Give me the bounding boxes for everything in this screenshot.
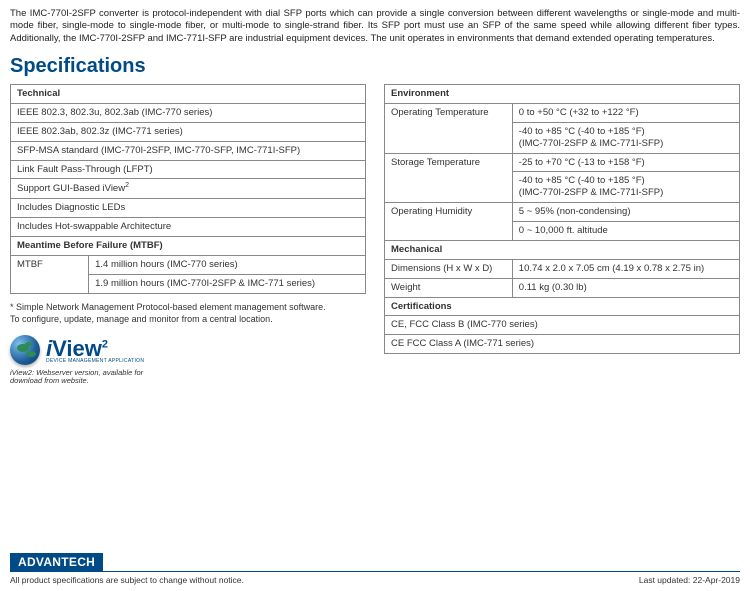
certifications-header: Certifications <box>385 297 740 316</box>
tech-row: Support GUI-Based iView2 <box>11 179 366 199</box>
weight-label: Weight <box>385 278 513 297</box>
right-column: Environment Operating Temperature 0 to +… <box>384 84 740 386</box>
weight-value: 0.11 kg (0.30 lb) <box>512 278 739 297</box>
st-temp-label: Storage Temperature <box>385 153 513 203</box>
mechanical-header: Mechanical <box>385 240 740 259</box>
environment-header: Environment <box>385 85 740 104</box>
mtbf-label: MTBF <box>11 256 89 294</box>
st-temp-value: -40 to +85 °C (-40 to +185 °F) (IMC-770I… <box>512 172 739 203</box>
op-temp-label: Operating Temperature <box>385 103 513 153</box>
tech-row: Includes Diagnostic LEDs <box>11 199 366 218</box>
footnote-line: To configure, update, manage and monitor… <box>10 314 366 326</box>
page-footer: ADVANTECH All product specifications are… <box>10 553 740 585</box>
iview-logo-block: iView2 DEVICE MANAGEMENT APPLICATION <box>10 335 366 365</box>
op-hum-label: Operating Humidity <box>385 203 513 241</box>
environment-table: Environment Operating Temperature 0 to +… <box>384 84 740 354</box>
tech-row: Includes Hot-swappable Architecture <box>11 218 366 237</box>
dimensions-label: Dimensions (H x W x D) <box>385 259 513 278</box>
intro-paragraph: The IMC-770I-2SFP converter is protocol-… <box>10 8 740 45</box>
tech-row: IEEE 802.3, 802.3u, 802.3ab (IMC-770 ser… <box>11 103 366 122</box>
technical-table: Technical IEEE 802.3, 802.3u, 802.3ab (I… <box>10 84 366 294</box>
footer-disclaimer: All product specifications are subject t… <box>10 575 244 585</box>
mtbf-row: 1.9 million hours (IMC-770I-2SFP & IMC-7… <box>89 274 366 293</box>
op-temp-value: 0 to +50 °C (+32 to +122 °F) <box>512 103 739 122</box>
left-column: Technical IEEE 802.3, 802.3u, 802.3ab (I… <box>10 84 366 386</box>
tech-row: IEEE 802.3ab, 802.3z (IMC-771 series) <box>11 122 366 141</box>
cert-row: CE, FCC Class B (IMC-770 series) <box>385 316 740 335</box>
op-hum-value: 0 ~ 10,000 ft. altitude <box>512 222 739 241</box>
tech-row: SFP-MSA standard (IMC-770I-2SFP, IMC-770… <box>11 141 366 160</box>
dimensions-value: 10.74 x 2.0 x 7.05 cm (4.19 x 0.78 x 2.7… <box>512 259 739 278</box>
technical-header: Technical <box>11 85 366 104</box>
mtbf-header: Meantime Before Failure (MTBF) <box>11 237 366 256</box>
globe-icon <box>10 335 40 365</box>
brand-logo: ADVANTECH <box>10 553 103 571</box>
footnote-line: * Simple Network Management Protocol-bas… <box>10 302 366 314</box>
specifications-heading: Specifications <box>10 55 740 78</box>
op-hum-value: 5 ~ 95% (non-condensing) <box>512 203 739 222</box>
st-temp-value: -25 to +70 °C (-13 to +158 °F) <box>512 153 739 172</box>
tech-row: Link Fault Pass-Through (LFPT) <box>11 160 366 179</box>
spec-columns: Technical IEEE 802.3, 802.3u, 802.3ab (I… <box>10 84 740 386</box>
iview-logo-subtitle: DEVICE MANAGEMENT APPLICATION <box>46 358 144 364</box>
cert-row: CE FCC Class A (IMC-771 series) <box>385 335 740 354</box>
footer-last-updated: Last updated: 22-Apr-2019 <box>639 575 740 585</box>
op-temp-value: -40 to +85 °C (-40 to +185 °F) (IMC-770I… <box>512 122 739 153</box>
iview-caption: iView2: Webserver version, available for… <box>10 369 150 386</box>
mtbf-row: 1.4 million hours (IMC-770 series) <box>89 256 366 275</box>
